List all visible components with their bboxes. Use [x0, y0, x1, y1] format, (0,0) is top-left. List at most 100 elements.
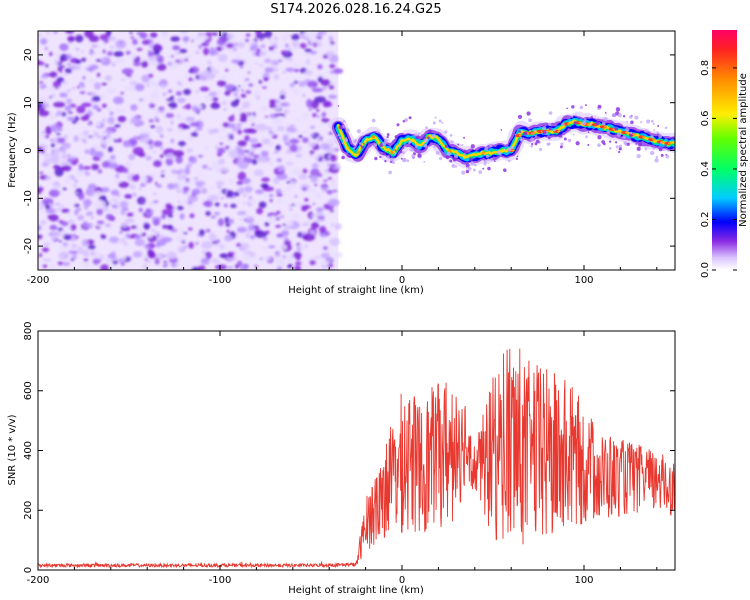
noise-blob — [45, 31, 53, 34]
noise-blob — [268, 103, 277, 109]
noise-blob — [102, 59, 106, 62]
noise-blob — [177, 200, 181, 204]
noise-blob — [191, 266, 201, 270]
trace-fringe — [608, 147, 612, 150]
noise-blob — [138, 152, 146, 158]
noise-blob — [289, 144, 298, 153]
trace-fringe — [657, 124, 660, 128]
noise-blob — [105, 31, 112, 36]
noise-blob — [233, 191, 240, 197]
noise-blob — [245, 215, 252, 221]
noise-blob — [257, 48, 261, 52]
noise-blob — [150, 92, 160, 101]
noise-blob — [292, 89, 300, 96]
noise-blob — [107, 163, 119, 169]
trace-fringe — [467, 166, 472, 171]
trace-fringe — [444, 144, 448, 148]
noise-blob — [83, 166, 91, 170]
trace-fringe — [650, 150, 655, 156]
noise-blob — [196, 172, 202, 177]
trace-fringe — [664, 145, 667, 148]
trace-fringe — [438, 156, 443, 161]
noise-blob — [228, 115, 235, 122]
noise-blob — [274, 113, 280, 117]
noise-blob — [171, 263, 176, 267]
noise-blob — [330, 223, 335, 227]
noise-blob — [42, 264, 48, 268]
noise-blob — [83, 198, 92, 207]
noise-blob — [317, 216, 321, 219]
noise-blob — [170, 120, 174, 125]
noise-blob — [301, 152, 305, 156]
noise-blob — [106, 129, 113, 135]
noise-blob — [259, 64, 264, 67]
noise-blob — [187, 194, 199, 202]
noise-blob — [237, 41, 245, 49]
noise-blob — [311, 87, 324, 93]
noise-blob — [108, 263, 116, 269]
noise-blob — [120, 91, 124, 95]
noise-blob — [190, 67, 194, 72]
noise-blob — [188, 77, 193, 82]
noise-blob — [40, 74, 49, 79]
noise-blob — [39, 171, 44, 175]
noise-blob — [42, 258, 49, 262]
noise-blob — [168, 102, 173, 107]
noise-blob — [320, 79, 331, 87]
noise-blob — [56, 233, 61, 236]
noise-blob — [70, 223, 77, 231]
noise-blob — [160, 34, 163, 37]
trace-fringe — [636, 153, 641, 159]
noise-blob — [154, 257, 160, 265]
trace-fringe — [496, 150, 500, 154]
trace-fringe — [408, 141, 411, 145]
noise-blob — [224, 234, 233, 242]
noise-blob — [191, 42, 197, 45]
noise-blob — [310, 168, 320, 178]
noise-blob — [121, 255, 127, 261]
noise-blob — [204, 32, 212, 36]
noise-blob — [249, 148, 256, 153]
snr-x-tick-label: 0 — [399, 575, 405, 586]
noise-blob — [184, 58, 189, 62]
noise-blob — [253, 225, 260, 229]
trace-fringe — [665, 153, 668, 156]
noise-blob — [218, 128, 227, 132]
noise-blob — [124, 85, 136, 91]
noise-blob — [160, 254, 167, 258]
noise-blob — [332, 189, 338, 193]
trace-fringe — [611, 113, 616, 118]
trace-fringe — [561, 122, 565, 126]
trace-fringe — [337, 134, 340, 137]
noise-blob — [72, 183, 78, 188]
noise-blob — [180, 227, 184, 231]
noise-blob — [182, 245, 189, 249]
noise-blob — [243, 150, 250, 153]
trace-fringe — [353, 147, 356, 150]
trace-fringe — [519, 138, 523, 141]
noise-blob — [45, 208, 56, 214]
trace-fringe — [358, 142, 362, 145]
trace-fringe — [466, 167, 468, 170]
noise-blob — [62, 187, 67, 191]
trace-fringe — [451, 163, 456, 169]
noise-blob — [214, 264, 227, 270]
noise-blob — [88, 111, 94, 116]
noise-blob — [303, 52, 310, 57]
noise-blob — [288, 86, 295, 92]
trace-fringe — [560, 142, 564, 146]
noise-blob — [103, 75, 113, 81]
noise-blob — [202, 69, 211, 77]
trace-fringe — [654, 158, 659, 163]
noise-blob — [161, 208, 174, 216]
noise-blob — [194, 50, 201, 55]
noise-blob — [334, 223, 342, 230]
noise-blob — [267, 38, 277, 44]
noise-blob — [96, 72, 101, 78]
noise-blob — [57, 227, 64, 232]
noise-blob — [271, 126, 276, 131]
noise-blob — [128, 153, 136, 160]
trace-fringe — [449, 159, 453, 163]
noise-blob — [235, 95, 240, 99]
